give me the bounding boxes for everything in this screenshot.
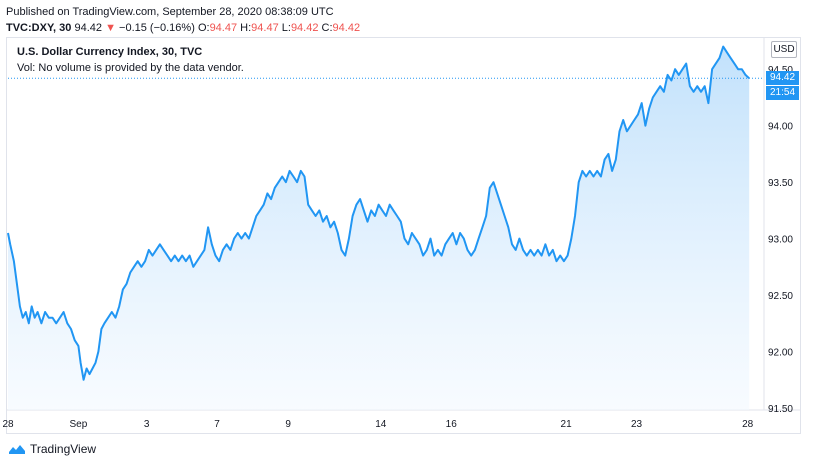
y-tick-label: 92.00 [768,348,793,359]
chart-header: Published on TradingView.com, September … [6,4,360,36]
y-tick-label: 93.50 [768,178,793,189]
chart-legend: U.S. Dollar Currency Index, 30, TVC Vol:… [17,44,244,76]
ohlc-quote: TVC:DXY, 30 94.42 ▼ −0.15 (−0.16%) O:94.… [6,20,360,36]
low-value: 94.42 [290,22,319,34]
currency-button[interactable]: USD [771,41,797,58]
x-tick-label: 3 [144,419,150,430]
x-tick-label: 28 [742,419,754,430]
down-arrow-icon: ▼ [105,22,116,34]
x-tick-label: 16 [446,419,458,430]
close-label: C: [321,22,333,34]
last-price: 94.42 [74,22,103,34]
y-tick-label: 93.00 [768,235,793,246]
published-caption: Published on TradingView.com, September … [6,6,334,18]
bar-countdown-tag: 21:54 [766,86,799,101]
x-tick-label: 21 [561,419,573,430]
last-price-tag: 94.42 [766,71,799,86]
open-label: O: [197,22,210,34]
y-tick-label: 94.50 [768,65,793,76]
tradingview-logo-icon [9,445,25,454]
legend-volume-note: Vol: No volume is provided by the data v… [17,62,244,74]
x-tick-label: 7 [214,419,220,430]
y-tick-label: 92.50 [768,291,793,302]
symbol-label: TVC:DXY, 30 [6,22,72,34]
x-tick-label: Sep [70,419,88,430]
x-tick-label: 28 [2,419,14,430]
high-value: 94.47 [251,22,279,34]
low-label: L: [281,22,291,34]
legend-title: U.S. Dollar Currency Index, 30, TVC [17,46,203,58]
open-value: 94.47 [209,22,238,34]
close-value: 94.42 [332,22,361,34]
high-label: H: [240,22,252,34]
price-change: −0.15 (−0.16%) [119,22,195,34]
x-tick-label: 23 [631,419,643,430]
brand-name: TradingView [30,442,97,456]
x-tick-label: 9 [285,419,291,430]
x-tick-label: 14 [375,419,387,430]
chart-panel[interactable] [6,37,801,434]
footer-brand[interactable]: TradingView [8,442,96,456]
price-series-line[interactable] [7,45,750,381]
y-tick-label: 94.00 [768,122,793,133]
y-tick-label: 91.50 [768,404,793,415]
price-area-fill [8,46,750,410]
